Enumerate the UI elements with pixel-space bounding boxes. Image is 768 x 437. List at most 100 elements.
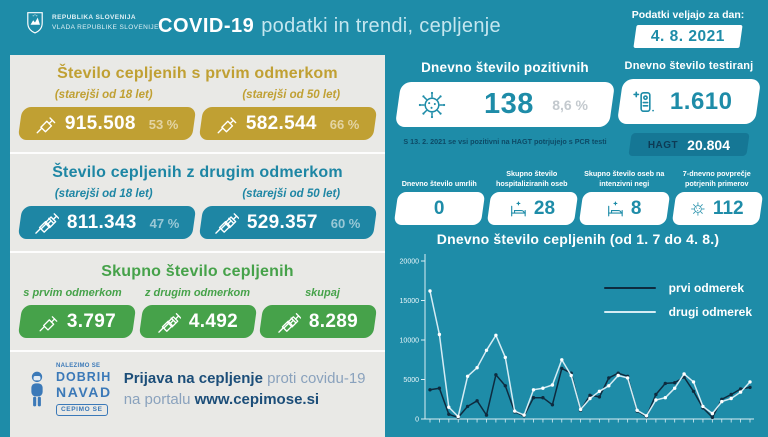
mini-stats-row: Dnevno število umrlih 0 Skupno število h… (393, 162, 763, 225)
stat-value: 582.544 (246, 112, 318, 134)
cta-signup-text: Prijava na cepljenje (123, 369, 263, 387)
weekly-average-box: 112 (671, 192, 763, 225)
syringe-icon (36, 116, 56, 133)
legend-first-dose: prvi odmerek (603, 281, 752, 295)
daily-positives-value: 138 (484, 88, 534, 120)
legend-second-dose: drugi odmerek (603, 305, 752, 319)
icu-card: Skupno število oseb na intenzivni negi 8 (578, 162, 670, 225)
svg-text:5000: 5000 (403, 377, 419, 384)
chart-legend: prvi odmerek drugi odmerek (603, 281, 752, 329)
pcr-note: S 13. 2. 2021 se vsi pozitivni na HAGT p… (403, 137, 607, 146)
virus-icon (416, 89, 448, 121)
gov-text: REPUBLIKA SLOVENIJA VLADA REPUBLIKE SLOV… (52, 13, 159, 33)
vaccination-chart-block: Dnevno število cepljenih (od 1. 7 do 4. … (396, 231, 760, 437)
hospitalized-value: 28 (533, 197, 555, 219)
logo-line-3: NAVAD (56, 383, 112, 400)
icu-value: 8 (630, 197, 642, 219)
deaths-card: Dnevno število umrlih 0 (393, 162, 485, 225)
syringe-icon (217, 116, 237, 133)
stat-pill-second-dose-50: 529.357 60 % (198, 206, 378, 239)
daily-tests-value: 1.610 (670, 87, 733, 115)
second-dose-label: z drugim odmerkom (144, 287, 251, 299)
gov-logo: REPUBLIKA SLOVENIJA VLADA REPUBLIKE SLOV… (26, 11, 159, 35)
first-dose-label: s prvim odmerkom (23, 287, 122, 299)
icu-label: Skupno število oseb na intenzivni negi (584, 169, 665, 188)
svg-text:20000: 20000 (400, 259, 420, 266)
date-label: Podatki veljajo za dan: (631, 9, 745, 21)
vaccination-panel: Število cepljenih s prvim odmerkom (star… (10, 55, 385, 437)
legend-swatch-light (603, 310, 656, 314)
page-title-covid: COVID-19 (158, 15, 255, 37)
stat-value: 4.492 (188, 310, 238, 332)
cta-portal-text: na portalu (123, 391, 195, 409)
daily-vaccinations-line-chart: 0 5000 10000 15000 20000 (400, 254, 754, 424)
second-dose-section: Število cepljenih z drugim odmerkom (sta… (10, 154, 385, 251)
stat-pill-daily-total: 8.289 (259, 305, 378, 338)
stat-percent: 60 % (331, 215, 361, 230)
cepimo-se-badge: CEPIMO SE (56, 404, 108, 416)
cepimose-logo: NALEZIMO SE DOBRIH NAVAD CEPIMO SE (24, 363, 112, 416)
stat-percent: 66 % (330, 116, 360, 131)
icu-bed-icon (608, 200, 623, 216)
weekly-average-label: 7-dnevno povprečje potrjenih primerov (682, 169, 751, 188)
daily-positives-card: Dnevno število pozitivnih 138 8,6 % S 13… (394, 60, 616, 146)
stat-value: 8.289 (309, 310, 359, 332)
antigen-test-icon (633, 90, 655, 112)
second-dose-title: Število cepljenih z drugim odmerkom (52, 164, 343, 181)
vaccination-mascot-icon (31, 371, 43, 407)
age-50-label: (starejši od 50 let) (242, 89, 341, 101)
total-vaccinated-section: Skupno število cepljenih s prvim odmerko… (10, 253, 385, 350)
stat-value: 915.508 (65, 112, 137, 134)
first-dose-labels: (starejši od 18 let) (starejši od 50 let… (10, 89, 385, 101)
virus-icon (690, 201, 706, 217)
stat-percent: 47 % (149, 215, 180, 230)
date-box: 4. 8. 2021 (633, 25, 743, 48)
cta-url-link[interactable]: www.cepimose.si (194, 391, 320, 409)
legend-swatch-dark (603, 286, 656, 290)
double-syringe-icon (35, 212, 59, 234)
deaths-value: 0 (433, 197, 445, 219)
page-title-rest: podatki in trendi, cepljenje (261, 15, 501, 37)
stat-pill-daily-second: 4.492 (138, 305, 257, 338)
stat-pill-second-dose-18: 811.343 47 % (17, 206, 197, 239)
total-label: skupaj (305, 287, 340, 299)
daily-positives-box: 138 8,6 % (394, 82, 616, 127)
hagt-label: HAGT (647, 139, 679, 150)
hospital-bed-icon (510, 200, 525, 216)
stat-pill-daily-first: 3.797 (17, 305, 136, 338)
legend-label-second: drugi odmerek (668, 305, 752, 319)
section-divider (10, 350, 385, 352)
icu-box: 8 (578, 192, 670, 225)
cta-covid-text: proti covidu-19 (262, 369, 366, 387)
stat-value: 3.797 (66, 310, 116, 332)
date-block: Podatki veljajo za dan: 4. 8. 2021 (627, 9, 749, 48)
svg-text:15000: 15000 (400, 298, 420, 305)
second-dose-labels: (starejši od 18 let) (starejši od 50 let… (10, 188, 385, 200)
total-title: Skupno število cepljenih (101, 263, 294, 280)
daily-tests-box: 1.610 (616, 79, 762, 124)
double-syringe-icon (157, 311, 180, 332)
page-title: COVID-19 podatki in trendi, cepljenje (158, 15, 501, 38)
section-divider (10, 251, 385, 253)
section-divider (10, 152, 385, 154)
total-labels: s prvim odmerkom z drugim odmerkom skupa… (10, 287, 385, 299)
legend-label-first: prvi odmerek (668, 281, 745, 295)
signup-footer: NALEZIMO SE DOBRIH NAVAD CEPIMO SE Prija… (10, 352, 385, 416)
hospitalized-box: 28 (486, 192, 578, 225)
stat-value: 811.343 (66, 211, 137, 233)
age-18-label: (starejši od 18 let) (54, 188, 153, 200)
weekly-average-value: 112 (712, 197, 744, 219)
weekly-average-card: 7-dnevno povprečje potrjenih primerov 11… (671, 162, 763, 225)
date-value: 4. 8. 2021 (651, 27, 725, 45)
stat-pill-first-dose-50: 582.544 66 % (198, 107, 378, 140)
first-dose-title: Število cepljenih s prvim odmerkom (57, 65, 338, 82)
chart-title: Dnevno število cepljenih (od 1. 7 do 4. … (436, 231, 720, 247)
age-50-label: (starejši od 50 let) (242, 188, 341, 200)
cepimose-logo-text: NALEZIMO SE DOBRIH NAVAD CEPIMO SE (56, 363, 112, 416)
daily-positives-title: Dnevno število pozitivnih (421, 60, 589, 75)
coat-of-arms-icon (27, 12, 43, 34)
stat-pill-first-dose-18: 915.508 53 % (17, 107, 197, 140)
deaths-box: 0 (393, 192, 485, 225)
daily-tests-title: Dnevno število testiranj (624, 60, 754, 72)
